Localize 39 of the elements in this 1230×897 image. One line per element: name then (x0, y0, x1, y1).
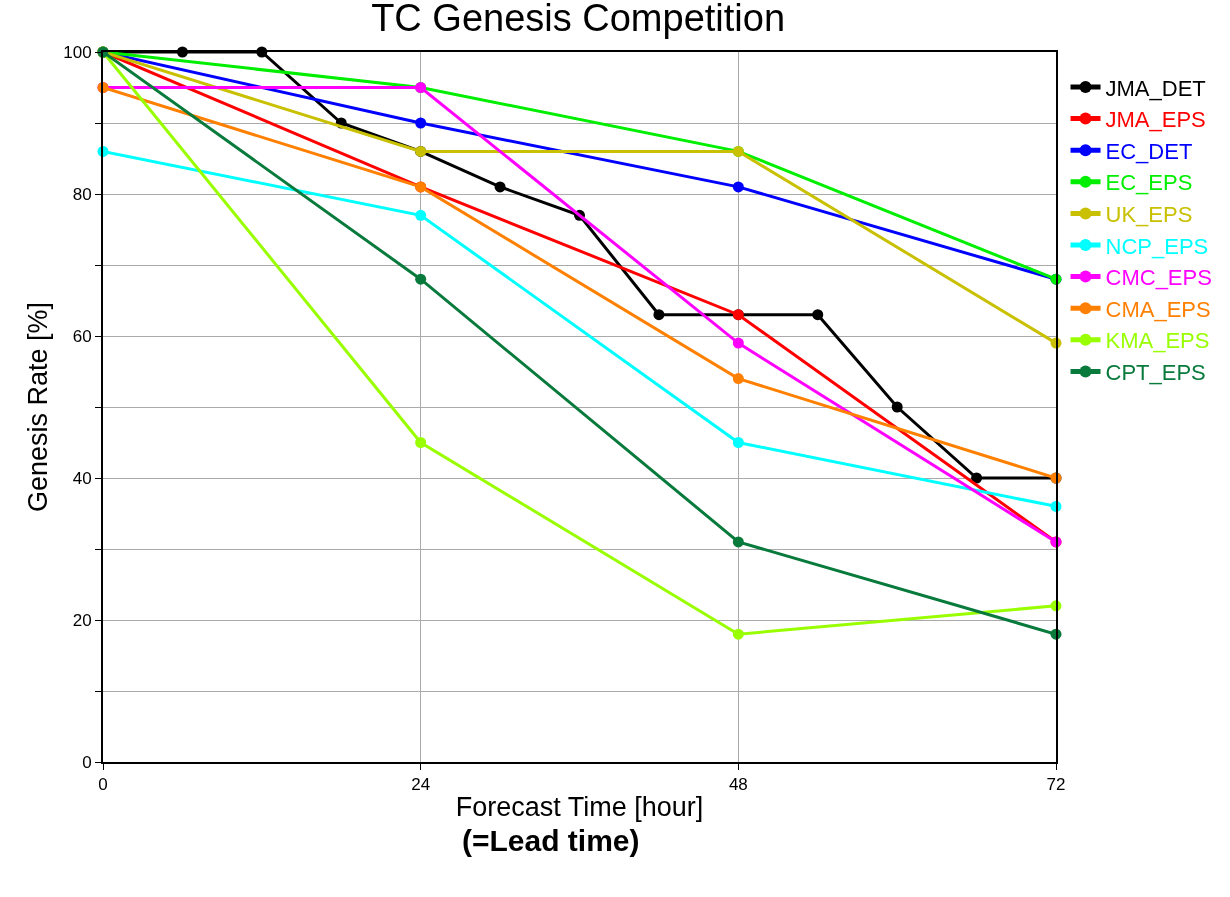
y-tick-label: 100 (63, 42, 92, 62)
point (653, 309, 665, 321)
y-tick-label: 40 (72, 468, 92, 488)
point (732, 437, 744, 448)
legend-label: CMC_EPS (1105, 265, 1212, 291)
point (415, 117, 427, 129)
point (415, 437, 427, 448)
point (732, 181, 744, 193)
point (732, 536, 744, 548)
legend-label: JMA_DET (1105, 75, 1206, 101)
legend-label: JMA_EPS (1105, 107, 1206, 133)
legend-label: EC_EPS (1105, 170, 1193, 196)
y-tick-label: 60 (72, 326, 92, 346)
legend-label: NCP_EPS (1105, 233, 1209, 259)
point (732, 628, 744, 640)
point (415, 209, 427, 221)
x-tick-label: 0 (98, 775, 108, 795)
point (732, 373, 744, 385)
legend-label: EC_DET (1105, 138, 1193, 164)
y-tick-label: 20 (72, 610, 92, 630)
x-axis-title: Forecast Time [hour] (455, 792, 704, 823)
x-tick-label: 72 (1046, 775, 1066, 795)
legend-label: CMA_EPS (1105, 296, 1211, 322)
legend-label: CPT_EPS (1105, 359, 1206, 385)
y-axis-title: Genesis Rate [%] (22, 301, 53, 513)
chart-title: TC Genesis Competition (371, 0, 786, 40)
point (971, 472, 983, 484)
legend-label: KMA_EPS (1105, 328, 1210, 354)
point (812, 309, 824, 321)
legend-label: UK_EPS (1105, 201, 1193, 227)
x-tick-label: 24 (411, 775, 431, 795)
point (891, 401, 903, 413)
point (415, 273, 427, 285)
point (494, 181, 506, 193)
y-tick-label: 0 (82, 752, 92, 772)
text: (=Lead time) (462, 824, 640, 857)
x-tick-label: 48 (728, 775, 748, 795)
y-tick-label: 80 (72, 184, 92, 204)
point (732, 337, 744, 349)
